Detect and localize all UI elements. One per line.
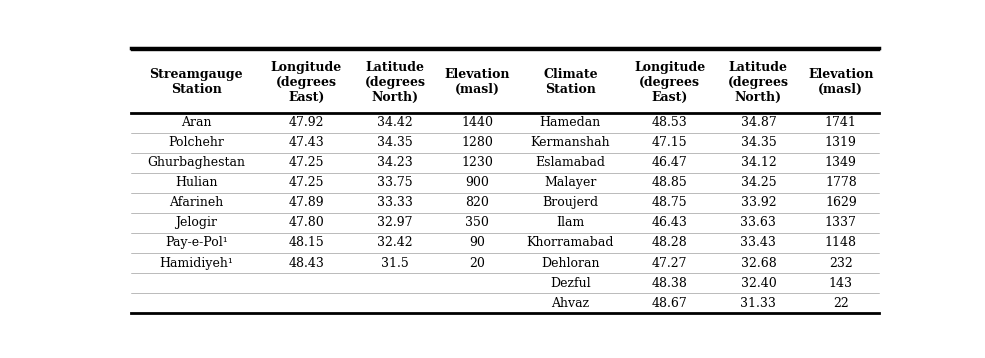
Text: Hamedan: Hamedan: [540, 116, 601, 129]
Text: Ilam: Ilam: [557, 217, 584, 229]
Text: 31.33: 31.33: [741, 296, 776, 310]
Text: 1440: 1440: [461, 116, 493, 129]
Text: Latitude
(degrees
North): Latitude (degrees North): [364, 61, 426, 103]
Text: 20: 20: [470, 257, 486, 270]
Text: 34.23: 34.23: [377, 156, 413, 169]
Text: 90: 90: [470, 237, 486, 250]
Text: 32.40: 32.40: [741, 277, 776, 290]
Text: 31.5: 31.5: [381, 257, 409, 270]
Text: Khorramabad: Khorramabad: [527, 237, 614, 250]
Text: 46.47: 46.47: [652, 156, 688, 169]
Text: 33.63: 33.63: [741, 217, 776, 229]
Text: 47.25: 47.25: [289, 176, 324, 189]
Text: 143: 143: [828, 277, 853, 290]
Text: 1148: 1148: [824, 237, 857, 250]
Text: 1349: 1349: [824, 156, 857, 169]
Text: Elevation
(masl): Elevation (masl): [808, 68, 874, 96]
Text: 1629: 1629: [825, 197, 857, 209]
Text: 1337: 1337: [824, 217, 857, 229]
Text: Streamgauge
Station: Streamgauge Station: [150, 68, 243, 96]
Text: Dezful: Dezful: [550, 277, 591, 290]
Text: Climate
Station: Climate Station: [543, 68, 598, 96]
Text: 33.43: 33.43: [741, 237, 776, 250]
Text: 34.42: 34.42: [377, 116, 413, 129]
Text: 48.43: 48.43: [289, 257, 324, 270]
Text: Hulian: Hulian: [175, 176, 218, 189]
Text: 33.33: 33.33: [377, 197, 413, 209]
Text: Dehloran: Dehloran: [541, 257, 600, 270]
Text: 900: 900: [465, 176, 490, 189]
Text: 232: 232: [829, 257, 853, 270]
Text: 48.85: 48.85: [652, 176, 688, 189]
Text: 820: 820: [465, 197, 490, 209]
Text: Malayer: Malayer: [544, 176, 597, 189]
Text: 32.68: 32.68: [741, 257, 776, 270]
Text: 47.89: 47.89: [289, 197, 324, 209]
Text: 48.53: 48.53: [652, 116, 688, 129]
Text: Longitude
(degrees
East): Longitude (degrees East): [634, 61, 705, 103]
Text: 48.67: 48.67: [652, 296, 688, 310]
Text: Kermanshah: Kermanshah: [531, 136, 610, 149]
Text: 34.35: 34.35: [377, 136, 413, 149]
Text: 47.25: 47.25: [289, 156, 324, 169]
Text: 34.87: 34.87: [741, 116, 776, 129]
Text: Jelogir: Jelogir: [175, 217, 218, 229]
Text: 48.75: 48.75: [652, 197, 688, 209]
Text: 33.75: 33.75: [377, 176, 413, 189]
Text: Ahvaz: Ahvaz: [552, 296, 589, 310]
Text: 1280: 1280: [461, 136, 493, 149]
Text: 33.92: 33.92: [741, 197, 776, 209]
Text: Ghurbaghestan: Ghurbaghestan: [148, 156, 245, 169]
Text: 1230: 1230: [461, 156, 493, 169]
Text: 34.25: 34.25: [741, 176, 776, 189]
Text: 47.15: 47.15: [652, 136, 688, 149]
Text: 32.42: 32.42: [377, 237, 413, 250]
Text: 47.43: 47.43: [289, 136, 324, 149]
Text: Broujerd: Broujerd: [543, 197, 598, 209]
Text: Pay-e-Pol¹: Pay-e-Pol¹: [164, 237, 228, 250]
Text: 350: 350: [465, 217, 490, 229]
Text: 34.12: 34.12: [741, 156, 776, 169]
Text: Afarineh: Afarineh: [169, 197, 224, 209]
Text: 34.35: 34.35: [741, 136, 776, 149]
Text: Eslamabad: Eslamabad: [535, 156, 606, 169]
Text: 1741: 1741: [824, 116, 857, 129]
Text: 47.92: 47.92: [289, 116, 324, 129]
Text: Polchehr: Polchehr: [168, 136, 225, 149]
Text: 1778: 1778: [825, 176, 857, 189]
Text: 32.97: 32.97: [377, 217, 413, 229]
Text: 48.15: 48.15: [289, 237, 324, 250]
Text: 48.38: 48.38: [652, 277, 688, 290]
Text: 47.80: 47.80: [289, 217, 324, 229]
Text: Elevation
(masl): Elevation (masl): [444, 68, 510, 96]
Text: Aran: Aran: [181, 116, 212, 129]
Text: 1319: 1319: [824, 136, 857, 149]
Text: 48.28: 48.28: [652, 237, 688, 250]
Text: Latitude
(degrees
North): Latitude (degrees North): [728, 61, 789, 103]
Text: 47.27: 47.27: [652, 257, 688, 270]
Text: 22: 22: [833, 296, 849, 310]
Text: Hamidiyeh¹: Hamidiyeh¹: [160, 257, 233, 270]
Text: 46.43: 46.43: [652, 217, 688, 229]
Text: Longitude
(degrees
East): Longitude (degrees East): [271, 61, 342, 103]
